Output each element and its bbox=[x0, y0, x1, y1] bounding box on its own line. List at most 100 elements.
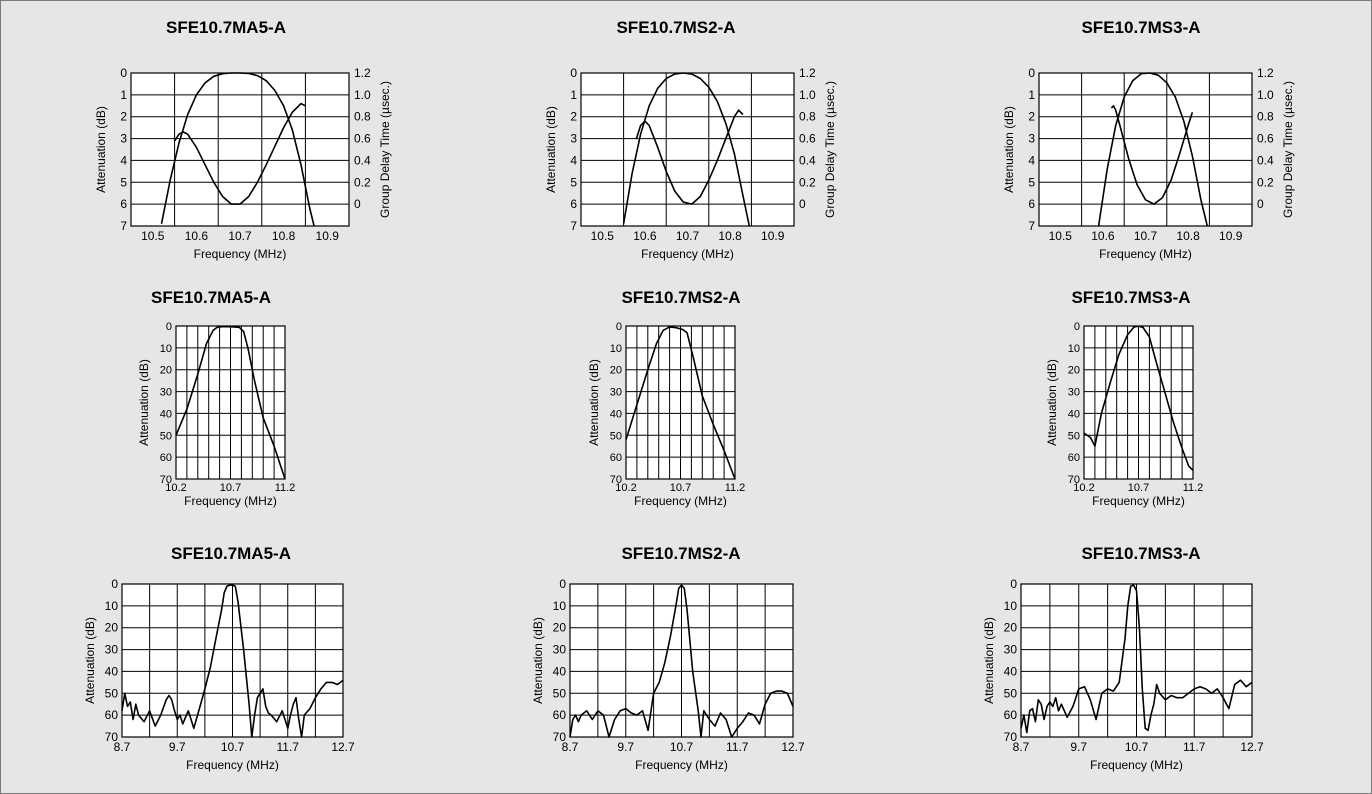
x-tick-label: 10.7 bbox=[670, 740, 694, 754]
y-tick-label: 10 bbox=[610, 343, 622, 355]
x-tick-label: 10.5 bbox=[141, 229, 165, 243]
y-tick-label: 70 bbox=[553, 730, 567, 744]
chart-title: SFE10.7MS2-A bbox=[621, 544, 740, 563]
chart-7: SFE10.7MA5-A 0 10 20 30 40 50 60 708.7 9.7 10.7 11.… bbox=[83, 544, 355, 772]
y-tick-label: 70 bbox=[160, 474, 172, 486]
y-tick-label: 2 bbox=[120, 110, 127, 124]
x-tick-label: 10.5 bbox=[591, 229, 615, 243]
y-tick-label: 20 bbox=[1004, 621, 1018, 635]
x-tick-label: 10.5 bbox=[1049, 229, 1073, 243]
plot-area bbox=[1038, 72, 1253, 227]
x-tick-label: 8.7 bbox=[562, 740, 579, 754]
group-delay-curve bbox=[1110, 105, 1194, 205]
x-tick-label: 8.7 bbox=[114, 740, 131, 754]
y2-tick-label: 0.2 bbox=[799, 175, 816, 189]
y2-axis-label: Group Delay Time (µsec.) bbox=[1281, 81, 1295, 218]
y-tick-label: 3 bbox=[570, 132, 577, 146]
x-axis-label: Frequency (MHz) bbox=[186, 758, 279, 772]
y-tick-label: 30 bbox=[105, 643, 119, 657]
y-tick-label: 50 bbox=[1068, 430, 1080, 442]
attenuation-curve bbox=[160, 72, 315, 227]
attenuation-curve bbox=[622, 72, 751, 227]
x-axis-label: Frequency (MHz) bbox=[184, 494, 277, 508]
x-axis-label: Frequency (MHz) bbox=[641, 247, 734, 261]
y-axis-label: Attenuation (dB) bbox=[1045, 359, 1059, 446]
y-tick-label: 40 bbox=[610, 408, 622, 420]
group-delay-curve bbox=[173, 102, 306, 205]
x-tick-label: 11.2 bbox=[1183, 482, 1204, 494]
y2-tick-label: 0.8 bbox=[354, 110, 371, 124]
y2-tick-label: 0.4 bbox=[354, 153, 371, 167]
y-tick-label: 60 bbox=[1004, 708, 1018, 722]
y-axis-label: Attenuation (dB) bbox=[531, 617, 545, 704]
y-tick-label: 70 bbox=[105, 730, 119, 744]
chart-8: SFE10.7MS2-A 0 10 20 30 40 50 60 708.7 9.7 10.7 11.… bbox=[531, 544, 805, 772]
y-tick-label: 7 bbox=[120, 219, 127, 233]
x-tick-label: 10.7 bbox=[221, 740, 245, 754]
y-tick-label: 10 bbox=[1004, 599, 1018, 613]
x-tick-label: 10.2 bbox=[165, 482, 186, 494]
x-tick-label: 10.2 bbox=[615, 482, 636, 494]
y2-tick-label: 0.8 bbox=[799, 110, 816, 124]
y-tick-label: 3 bbox=[120, 132, 127, 146]
x-tick-label: 9.7 bbox=[169, 740, 186, 754]
y-tick-label: 5 bbox=[570, 175, 577, 189]
attenuation-curve bbox=[1097, 72, 1209, 227]
y-tick-label: 5 bbox=[1028, 175, 1035, 189]
x-tick-label: 10.7 bbox=[1128, 482, 1149, 494]
x-axis-label: Frequency (MHz) bbox=[1092, 494, 1185, 508]
y2-tick-label: 0.4 bbox=[1257, 153, 1274, 167]
y2-axis-label: Group Delay Time (µsec.) bbox=[823, 81, 837, 218]
y-tick-label: 60 bbox=[553, 708, 567, 722]
y-axis-label: Attenuation (dB) bbox=[137, 359, 151, 446]
chart-title: SFE10.7MS2-A bbox=[621, 288, 740, 307]
x-tick-label: 9.7 bbox=[617, 740, 634, 754]
x-tick-label: 10.7 bbox=[1125, 740, 1149, 754]
y-axis-label: Attenuation (dB) bbox=[94, 106, 108, 193]
x-tick-label: 8.7 bbox=[1013, 740, 1030, 754]
y2-tick-label: 1.0 bbox=[354, 88, 371, 102]
chart-title: SFE10.7MS3-A bbox=[1081, 544, 1200, 563]
y-tick-label: 1 bbox=[1028, 88, 1035, 102]
chart-3: SFE10.7MS3-A 0 1 2 3 4 5 6 7 10.5 10.6 10.7 10.8 10.9… bbox=[1002, 18, 1295, 261]
y-tick-label: 7 bbox=[570, 219, 577, 233]
y-axis-label: Attenuation (dB) bbox=[544, 106, 558, 193]
y-tick-label: 0 bbox=[111, 577, 118, 591]
x-tick-label: 10.9 bbox=[761, 229, 785, 243]
y-tick-label: 40 bbox=[160, 408, 172, 420]
y-tick-label: 3 bbox=[1028, 132, 1035, 146]
y-tick-label: 40 bbox=[1004, 664, 1018, 678]
x-tick-label: 9.7 bbox=[1070, 740, 1087, 754]
y-axis-label: Attenuation (dB) bbox=[1002, 106, 1016, 193]
x-axis-label: Frequency (MHz) bbox=[635, 758, 728, 772]
y-tick-label: 20 bbox=[1068, 365, 1080, 377]
y2-tick-label: 0 bbox=[1257, 197, 1264, 211]
attenuation-curve bbox=[569, 584, 794, 738]
plot-area bbox=[130, 72, 350, 227]
y2-tick-label: 1.2 bbox=[799, 66, 816, 80]
y2-tick-label: 0 bbox=[799, 197, 806, 211]
y-tick-label: 2 bbox=[1028, 110, 1035, 124]
y-tick-label: 1 bbox=[570, 88, 577, 102]
attenuation-curve bbox=[1083, 325, 1194, 471]
y-tick-label: 0 bbox=[1028, 66, 1035, 80]
group-delay-curve bbox=[635, 109, 744, 205]
x-tick-label: 10.7 bbox=[1134, 229, 1158, 243]
y2-tick-label: 1.2 bbox=[1257, 66, 1274, 80]
x-tick-label: 10.8 bbox=[272, 229, 296, 243]
y-tick-label: 30 bbox=[610, 387, 622, 399]
x-tick-label: 12.7 bbox=[781, 740, 805, 754]
x-tick-label: 10.6 bbox=[185, 229, 209, 243]
y2-tick-label: 0.4 bbox=[799, 153, 816, 167]
y-tick-label: 50 bbox=[105, 686, 119, 700]
y-tick-label: 50 bbox=[553, 686, 567, 700]
attenuation-curve bbox=[625, 326, 736, 480]
chart-title: SFE10.7MA5-A bbox=[166, 18, 286, 37]
y2-tick-label: 1.0 bbox=[1257, 88, 1274, 102]
y-tick-label: 10 bbox=[160, 343, 172, 355]
y-tick-label: 40 bbox=[1068, 408, 1080, 420]
y-tick-label: 0 bbox=[120, 66, 127, 80]
